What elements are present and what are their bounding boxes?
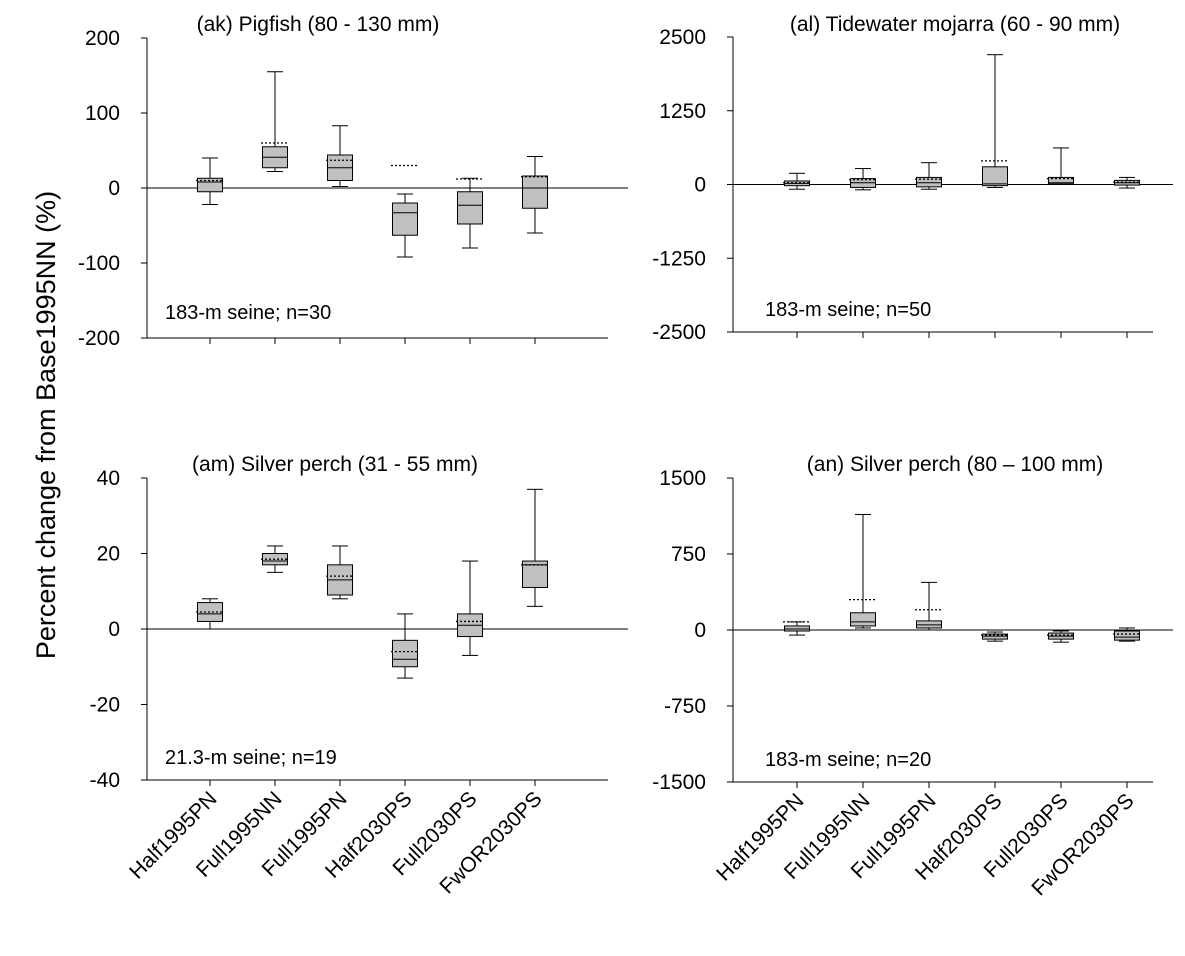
y-tick-label: 1250 xyxy=(659,100,706,123)
y-tick-label: -2500 xyxy=(652,321,706,344)
y-tick-label: 2500 xyxy=(659,26,706,49)
box-Full1995PN xyxy=(326,545,354,600)
box-Half1995PN xyxy=(783,172,811,190)
y-tick-label: -750 xyxy=(664,695,706,718)
panel-an: (an) Silver perch (80 – 100 mm) 183-m sei… xyxy=(652,453,1173,900)
box-iqr xyxy=(850,612,876,627)
box-Half2030PS xyxy=(981,631,1009,642)
box-Half2030PS xyxy=(391,164,419,258)
box-Half2030PS xyxy=(391,613,419,679)
panels: (ak) Pigfish (80 - 130 mm) 183-m seine; n… xyxy=(78,13,1173,900)
box-Half1995PN xyxy=(783,621,811,636)
box-Full1995PN xyxy=(326,125,354,187)
y-tick-label: -1250 xyxy=(652,247,706,270)
y-tick-label: 0 xyxy=(694,619,706,642)
box-iqr xyxy=(1048,176,1074,185)
y-tick-label: -200 xyxy=(78,327,120,350)
box-Full1995PN xyxy=(915,162,943,190)
y-tick-label: 750 xyxy=(671,543,706,566)
box-iqr xyxy=(392,202,418,236)
box-Full1995NN xyxy=(849,168,877,191)
box-Full1995NN xyxy=(261,71,289,172)
y-axis-title: Percent change from Base1995NN (%) xyxy=(31,191,61,659)
panel-ak: (ak) Pigfish (80 - 130 mm) 183-m seine; n… xyxy=(78,13,628,350)
box-FwOR2030PS xyxy=(521,488,549,607)
y-tick-label: 0 xyxy=(108,177,120,200)
panel-annotation: 21.3-m seine; n=19 xyxy=(165,747,337,769)
panel-title: (am) Silver perch (31 - 55 mm) xyxy=(192,453,478,476)
panel-annotation: 183-m seine; n=20 xyxy=(765,749,931,771)
y-tick-label: 0 xyxy=(694,174,706,197)
panel-al: (al) Tidewater mojarra (60 - 90 mm) 183-m… xyxy=(652,13,1173,344)
box-iqr xyxy=(392,639,418,668)
box-Full1995NN xyxy=(849,513,877,629)
box-FwOR2030PS xyxy=(1113,627,1141,642)
box-iqr xyxy=(784,625,810,632)
y-tick-label: 200 xyxy=(85,27,120,50)
box-Half1995PN xyxy=(196,157,224,205)
panel-title: (al) Tidewater mojarra (60 - 90 mm) xyxy=(790,13,1120,36)
box-Full2030PS xyxy=(456,560,484,656)
box-Full1995PN xyxy=(915,581,943,631)
box-Full1995NN xyxy=(261,545,289,573)
box-Full2030PS xyxy=(1047,147,1075,185)
y-tick-label: -20 xyxy=(90,694,120,717)
y-tick-label: -40 xyxy=(90,769,120,792)
y-tick-label: -100 xyxy=(78,252,120,275)
panel-title: (ak) Pigfish (80 - 130 mm) xyxy=(197,13,440,36)
panel-annotation: 183-m seine; n=50 xyxy=(765,299,931,321)
y-tick-label: 20 xyxy=(97,543,120,566)
box-iqr xyxy=(1114,630,1140,641)
y-tick-label: 100 xyxy=(85,102,120,125)
box-Half2030PS xyxy=(981,54,1009,188)
box-iqr xyxy=(916,620,942,629)
panel-title: (an) Silver perch (80 – 100 mm) xyxy=(807,453,1103,476)
box-FwOR2030PS xyxy=(521,156,549,234)
box-Full2030PS xyxy=(1047,630,1075,643)
box-iqr xyxy=(982,166,1008,187)
y-tick-label: 40 xyxy=(97,467,120,490)
box-iqr xyxy=(522,175,548,209)
y-tick-label: 1500 xyxy=(659,467,706,490)
box-Full2030PS xyxy=(456,177,484,249)
box-iqr xyxy=(457,191,483,225)
box-FwOR2030PS xyxy=(1113,176,1141,189)
box-iqr xyxy=(982,633,1008,640)
panel-annotation: 183-m seine; n=30 xyxy=(165,302,331,324)
panel-am: (am) Silver perch (31 - 55 mm) 21.3-m sei… xyxy=(90,453,628,898)
y-tick-label: 0 xyxy=(108,618,120,641)
box-Half1995PN xyxy=(196,598,224,630)
y-tick-label: -1500 xyxy=(652,771,706,794)
box-iqr xyxy=(916,176,942,188)
